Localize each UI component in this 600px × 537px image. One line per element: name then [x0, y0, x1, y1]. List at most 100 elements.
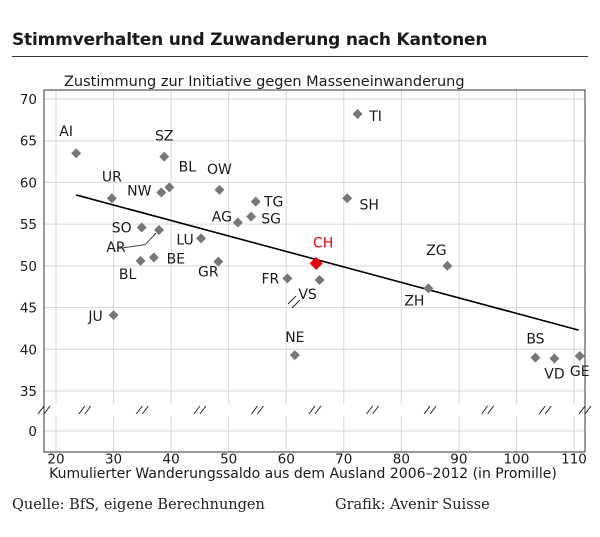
axis-break-mark [193, 405, 201, 415]
x-tick-label: 50 [220, 452, 237, 468]
data-point-sh [342, 193, 353, 204]
data-point-ow [214, 184, 225, 195]
title-divider [12, 56, 588, 57]
x-tick-label: 80 [393, 452, 410, 468]
point-label-lu: LU [176, 232, 193, 248]
data-point-zh [423, 283, 434, 294]
axis-break-mark [308, 405, 316, 415]
x-tick-label: 60 [278, 452, 295, 468]
y-tick-label: 55 [20, 217, 37, 233]
data-point-ge [574, 350, 585, 361]
data-point-so [136, 222, 147, 233]
data-point-ti [352, 109, 363, 120]
data-point-bl [135, 255, 146, 266]
axis-break-mark [538, 405, 546, 415]
point-label-ge: GE [570, 364, 590, 380]
axis-break-mark [78, 405, 86, 415]
y-tick-label: 65 [20, 134, 37, 150]
data-point-ar [154, 224, 165, 235]
point-label-vd: VD [544, 366, 564, 382]
data-point-ai [71, 148, 82, 159]
x-axis-label: Kumulierter Wanderungssaldo aus dem Ausl… [49, 466, 557, 482]
label-leader-line [116, 244, 146, 250]
axis-break-mark [487, 405, 495, 415]
axis-break-band [45, 404, 584, 416]
point-label-tg: TG [263, 195, 283, 211]
trendline [75, 194, 579, 331]
data-point-lu [196, 233, 207, 244]
point-label-ow: OW [207, 162, 232, 178]
data-point-ag [232, 217, 243, 228]
point-label-so: SO [112, 220, 132, 236]
y-tick-label-zero: 0 [28, 424, 37, 440]
x-tick-label: 70 [335, 452, 352, 468]
data-point-ju [108, 310, 119, 321]
data-point-vs [314, 275, 325, 286]
axis-break-mark [141, 405, 149, 415]
y-tick-label: 45 [20, 301, 37, 317]
data-point-vd [549, 353, 560, 364]
trend-break-mark [291, 299, 301, 309]
trend-break-mark [287, 295, 297, 305]
point-label-zh: ZH [404, 293, 424, 309]
scatter-chart: 20 30 40 50 60 70 80 90 100 11035404550556065700 … [20, 74, 592, 482]
point-label-vs: VS [298, 287, 317, 303]
point-label-fr: FR [261, 271, 279, 287]
y-tick-label: 50 [20, 259, 37, 275]
y-axis-label: Zustimmung zur Initiative gegen Massenei… [64, 74, 465, 90]
point-label-sh: SH [360, 197, 379, 213]
point-label-nw: NW [127, 183, 151, 199]
data-point-sg [246, 211, 257, 222]
axis-break-mark [135, 405, 143, 415]
point-label-ur: UR [102, 169, 122, 185]
point-label-ne: NE [285, 330, 304, 346]
axis-break-mark [257, 405, 264, 415]
axis-break-mark [251, 405, 258, 415]
axis-break-mark [578, 405, 586, 415]
axis-break-mark [544, 405, 552, 415]
axes-layer [37, 89, 592, 453]
data-point-sz [159, 151, 170, 162]
data-point-zg [442, 260, 453, 271]
y-tick-label: 70 [20, 92, 37, 108]
tick-label-layer: 20 30 40 50 60 70 80 90 100 110 35 40 45 50 55 60 65 70 0 [20, 92, 587, 468]
data-point-bl [164, 182, 175, 193]
axis-break-mark [43, 405, 51, 415]
source-note: Quelle: BfS, eigene Berechnungen [12, 497, 265, 513]
axis-break-mark [429, 405, 437, 415]
point-label-gr: GR [198, 265, 219, 281]
axis-break-mark [314, 405, 322, 415]
point-label-bl: BL [119, 267, 137, 283]
data-point-ne [289, 350, 300, 361]
x-tick-label: 40 [163, 452, 180, 468]
data-point-be [148, 252, 159, 263]
data-point-gr [213, 256, 224, 267]
label-leader-line [144, 232, 157, 246]
point-layer [71, 109, 585, 364]
data-point-fr [282, 273, 293, 284]
x-tick-label: 30 [105, 452, 122, 468]
point-label-ai: AI [59, 124, 73, 140]
point-label-zg: ZG [426, 243, 446, 259]
axis-break-mark [481, 405, 489, 415]
data-point-ur [106, 193, 117, 204]
axis-break-mark [372, 405, 379, 415]
axis-break-mark [84, 405, 92, 415]
point-label-sz: SZ [155, 129, 173, 145]
data-point-tg [250, 196, 261, 207]
axis-break-mark [584, 405, 592, 415]
axis-break-mark [423, 405, 431, 415]
chart-title: Stimmverhalten und Zuwanderung nach Kant… [12, 30, 488, 50]
x-tick-label: 100 [504, 452, 530, 468]
data-point-nw [156, 187, 167, 198]
point-label-ar: AR [106, 240, 126, 256]
y-tick-label: 60 [20, 175, 37, 191]
x-tick-label: 110 [561, 452, 587, 468]
point-label-ag: AG [212, 209, 232, 225]
y-tick-label: 35 [20, 384, 37, 400]
data-point-bs [530, 352, 541, 363]
point-label-be: BE [167, 252, 185, 268]
plot-frame [43, 89, 586, 453]
x-tick-label: 90 [450, 452, 467, 468]
